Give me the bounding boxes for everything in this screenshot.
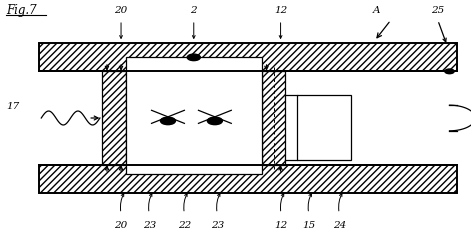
Text: 22: 22 xyxy=(178,221,191,230)
Text: 25: 25 xyxy=(431,6,445,15)
Text: 23: 23 xyxy=(143,221,156,230)
Text: 20: 20 xyxy=(114,6,127,15)
Bar xyxy=(297,95,351,160)
Text: 12: 12 xyxy=(274,6,287,15)
Bar xyxy=(126,57,262,174)
Circle shape xyxy=(160,117,176,125)
Text: 15: 15 xyxy=(302,221,315,230)
Text: 20: 20 xyxy=(114,221,127,230)
Text: 12: 12 xyxy=(274,221,287,230)
Circle shape xyxy=(187,54,200,61)
Text: 17: 17 xyxy=(6,102,19,111)
Bar xyxy=(262,71,285,165)
Text: 23: 23 xyxy=(211,221,224,230)
Text: 24: 24 xyxy=(333,221,346,230)
Text: 2: 2 xyxy=(191,6,197,15)
Bar xyxy=(102,71,126,165)
Text: Fig.7: Fig.7 xyxy=(6,4,37,17)
Circle shape xyxy=(445,69,454,74)
Circle shape xyxy=(207,117,222,125)
Bar xyxy=(39,165,456,193)
Text: A: A xyxy=(373,6,380,15)
Bar xyxy=(39,43,456,71)
